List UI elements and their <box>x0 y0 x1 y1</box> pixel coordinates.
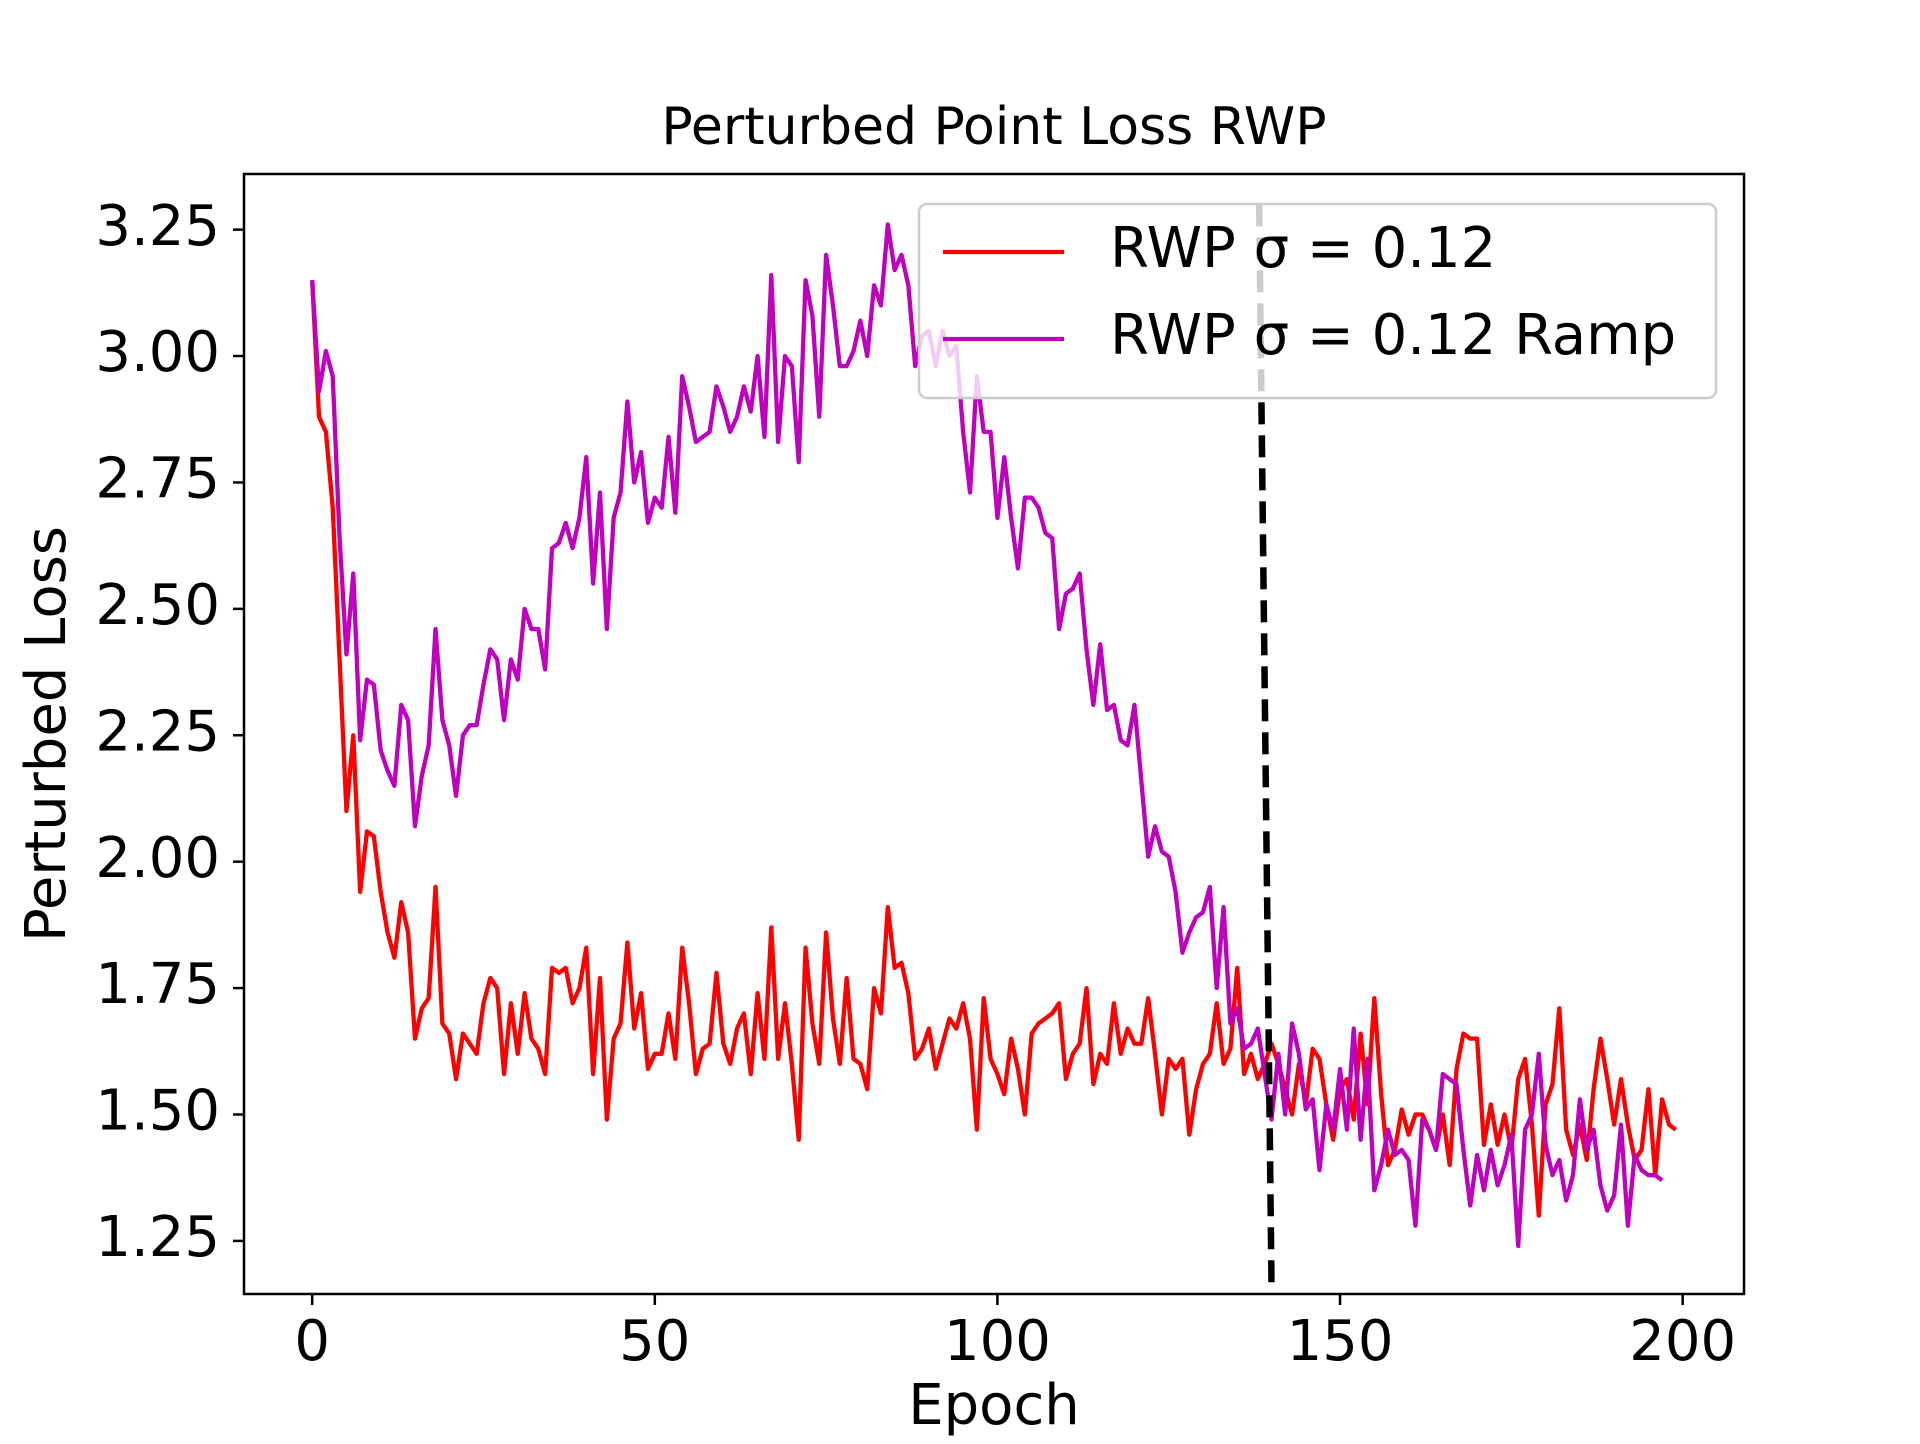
legend: RWP σ = 0.12 RWP σ = 0.12 Ramp <box>917 202 1718 400</box>
y-tick-label: 2.75 <box>95 447 220 512</box>
x-tick-label: 0 <box>294 1309 330 1374</box>
x-tick-label: 150 <box>1287 1309 1394 1374</box>
y-tick-label: 1.50 <box>95 1079 220 1144</box>
chart-title: Perturbed Point Loss RWP <box>661 97 1326 157</box>
x-tick-label: 100 <box>944 1309 1051 1374</box>
plot-frame <box>242 172 1746 1296</box>
data-line <box>310 280 1678 1218</box>
legend-label: RWP σ = 0.12 <box>1110 216 1496 281</box>
legend-label: RWP σ = 0.12 Ramp <box>1110 303 1676 368</box>
y-tick-label: 3.00 <box>95 320 220 385</box>
y-tick-label: 3.25 <box>95 194 220 259</box>
y-axis-label: Perturbed Loss <box>14 526 79 942</box>
y-tick-label: 2.50 <box>95 573 220 638</box>
x-axis-label: Epoch <box>908 1373 1079 1438</box>
data-line <box>310 222 1664 1249</box>
x-tick-label: 50 <box>619 1309 690 1374</box>
y-tick-label: 2.25 <box>95 699 220 764</box>
x-tick-label: 200 <box>1629 1309 1736 1374</box>
y-tick-label: 2.00 <box>95 826 220 891</box>
legend-box <box>917 202 1718 400</box>
y-tick-label: 1.75 <box>95 952 220 1017</box>
y-tick-label: 1.25 <box>95 1205 220 1270</box>
